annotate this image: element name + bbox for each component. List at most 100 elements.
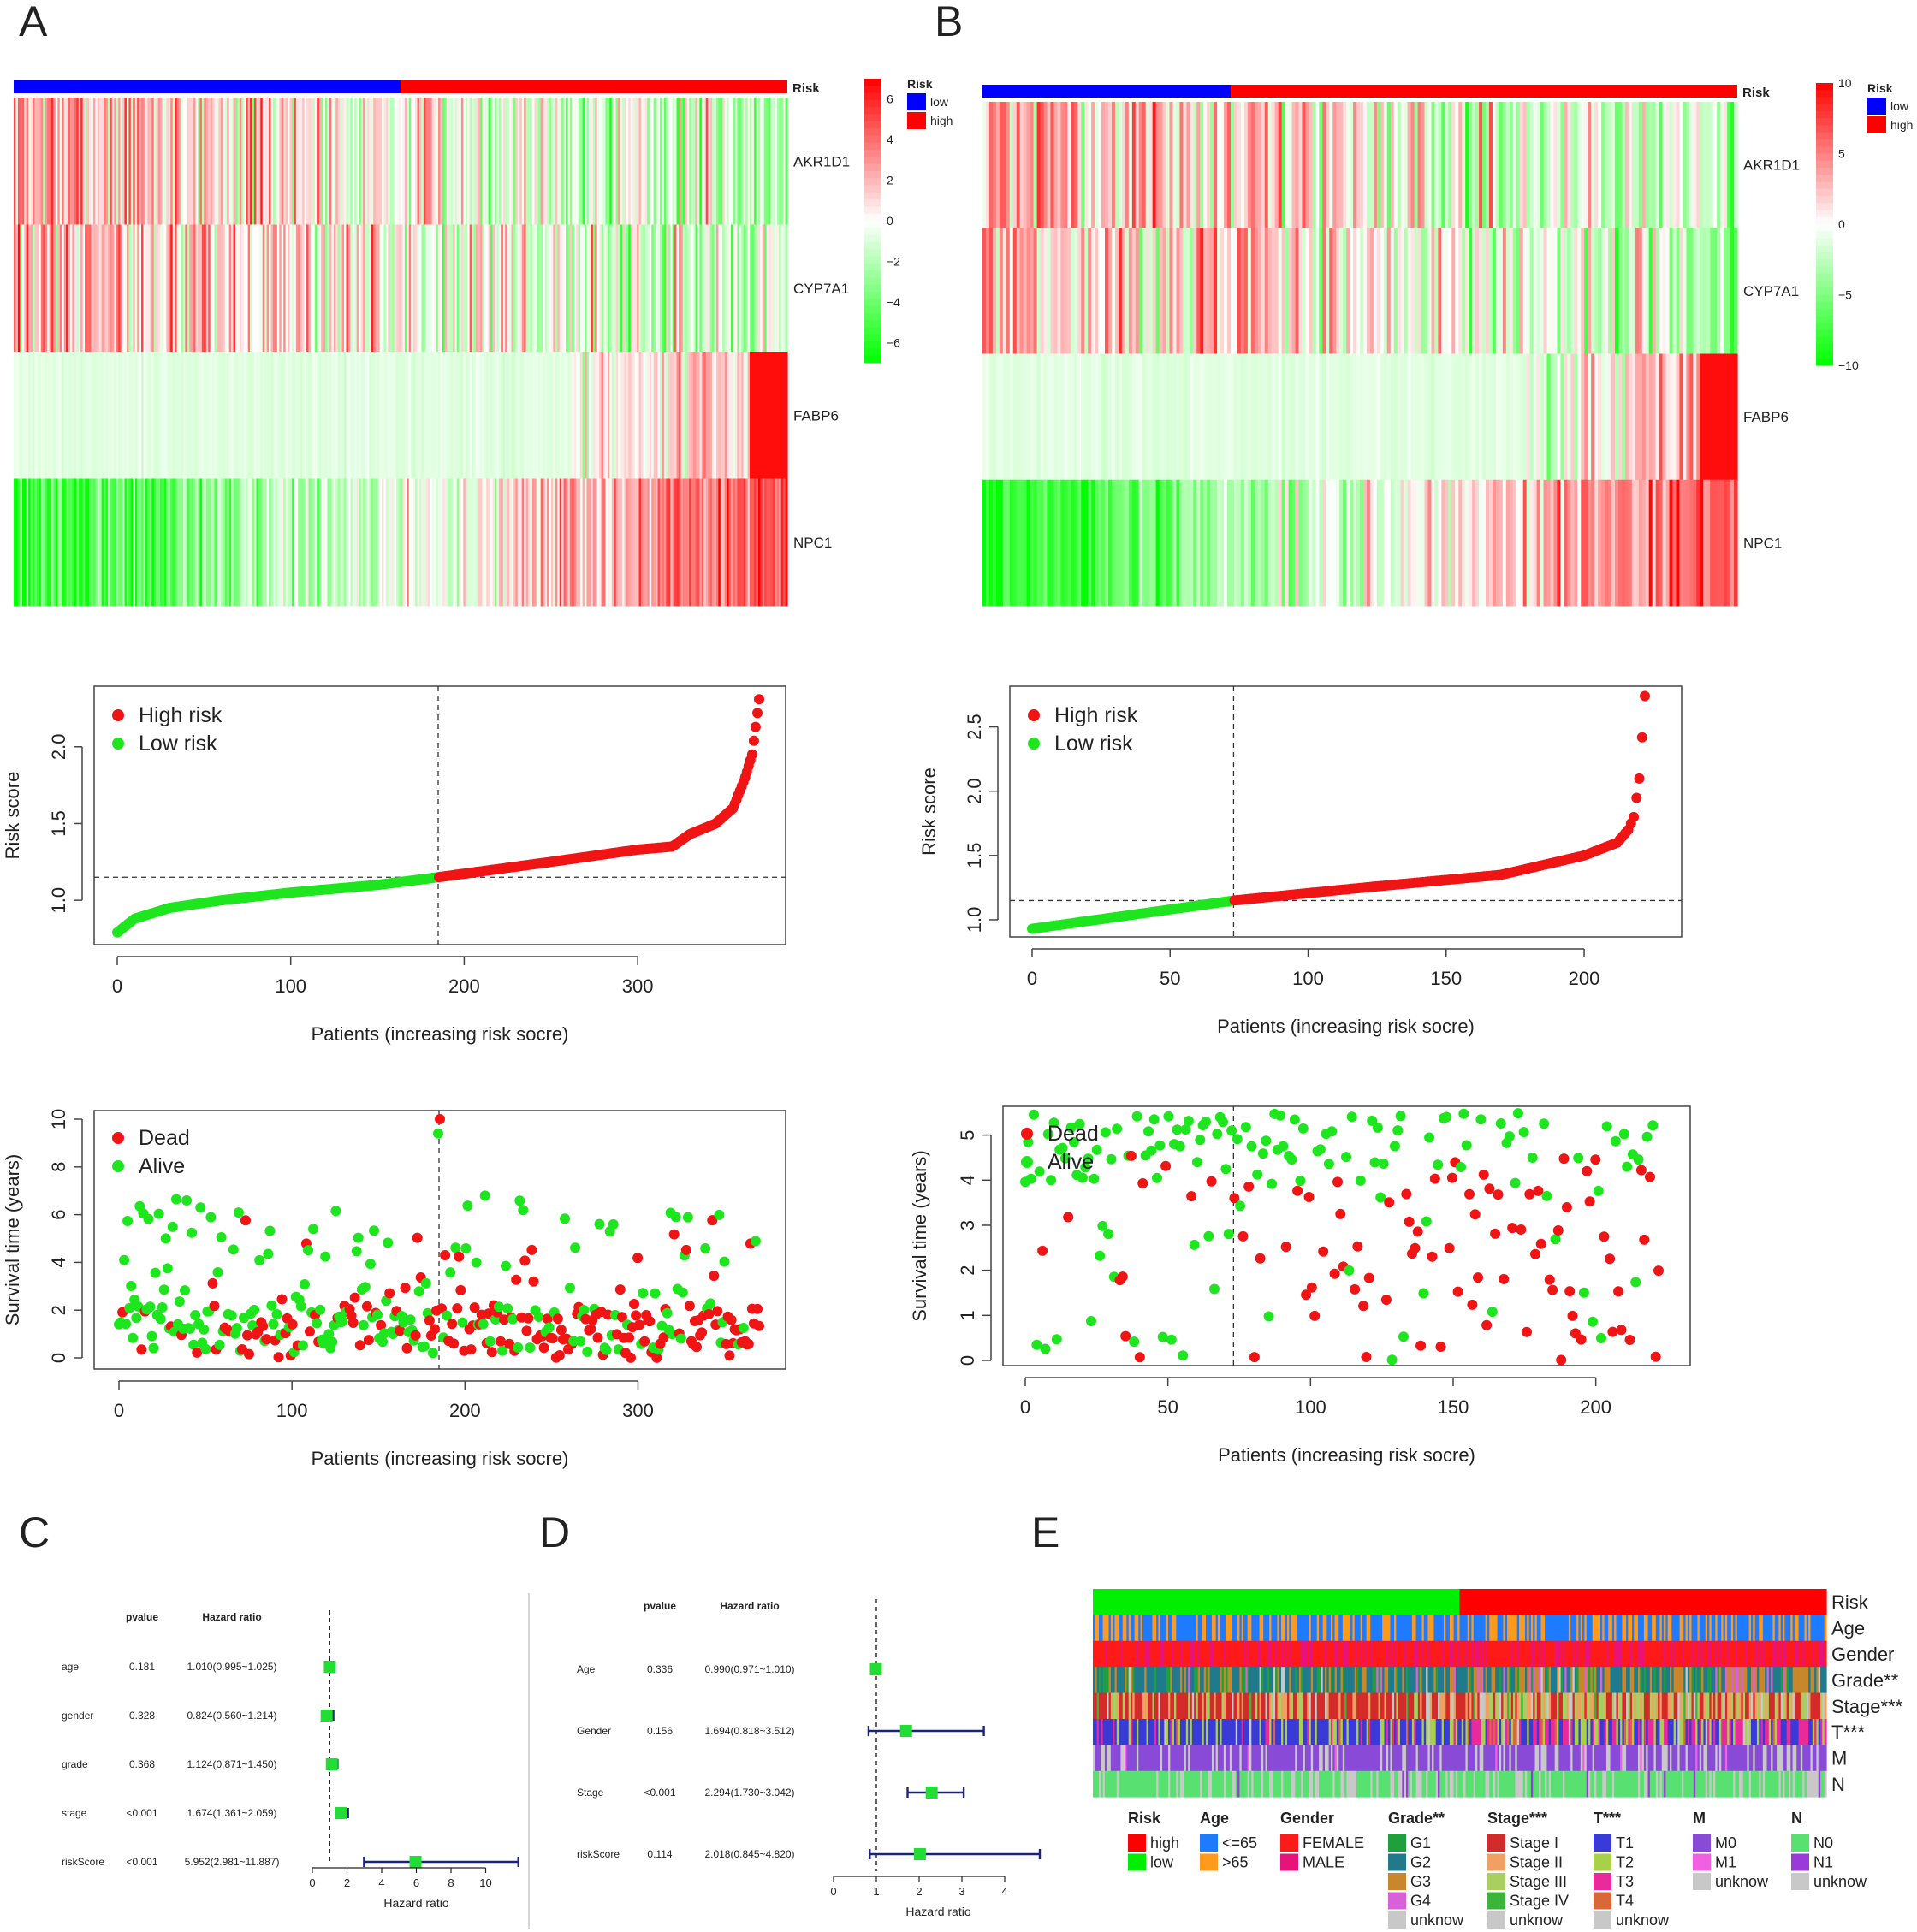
heatmap-cell [1621,102,1626,228]
heatmap-cell [1360,228,1364,354]
heatmap-cell [1455,479,1459,607]
heatmap-cell [780,352,784,479]
annotation-cell [1398,1640,1401,1668]
heatmap-cell [402,98,406,225]
heatmap-cell [596,478,600,607]
annotation-cell [1138,1615,1142,1642]
y-tick-label: 1.5 [48,810,69,837]
heatmap-cell [550,98,554,225]
annotation-cell [1730,1589,1734,1615]
annotation-cell [1459,1640,1463,1668]
annotation-cell [1421,1640,1425,1668]
heatmap-cell [1546,228,1552,354]
annotation-cell [1257,1640,1261,1668]
heatmap-cell [333,478,336,607]
heatmap-cell [1598,228,1602,354]
annotation-cell [1271,1615,1274,1642]
heatmap-cell [147,98,151,225]
heatmap-cell [1071,479,1075,607]
heatmap-cell [1696,353,1700,481]
heatmap-cell [360,98,364,225]
heatmap-cell [620,98,623,225]
annotation-cell [1255,1615,1258,1642]
annotation-cell [1463,1615,1467,1642]
heatmap-cell [446,98,449,225]
annotation-cell [1528,1640,1532,1668]
annotation-cell [1119,1589,1122,1615]
heatmap-cell [1016,353,1021,481]
heatmap-cell [1421,102,1426,228]
heatmap-cell [599,352,602,479]
annotation-cell [1402,1615,1405,1642]
annotation-cell [1190,1589,1193,1615]
annotation-cell [1455,1589,1458,1615]
heatmap-cell [672,98,675,225]
dead-point [1037,1245,1048,1256]
annotation-cell [1110,1589,1113,1615]
annotation-cell [1717,1589,1720,1615]
heatmap-cell [149,352,152,479]
heatmap-cell [264,98,268,225]
heatmap-cell [534,352,537,479]
heatmap-cell [1274,353,1279,481]
heatmap-cell [1611,479,1616,607]
heatmap-cell [92,478,96,607]
heatmap-cell [722,478,726,607]
annotation-cell [1386,1640,1389,1668]
heatmap-cell [715,478,719,607]
alive-point [199,1324,210,1335]
annotation-cell [1765,1589,1768,1615]
heatmap-cell [101,98,104,225]
heatmap-cell [375,478,378,607]
annotation-cell [1465,1589,1469,1615]
heatmap-cell [187,352,190,479]
annotation-cell [1649,1640,1653,1668]
heatmap-cell [231,478,234,607]
heatmap-cell [1193,479,1197,607]
annotation-cell [1352,1589,1356,1615]
alive-point [418,1341,430,1352]
heatmap-cell [1717,479,1721,607]
heatmap-cell [1488,102,1493,228]
heatmap-cell [656,98,659,225]
annotation-cell [1594,1615,1597,1642]
heatmap-cell [205,224,209,353]
heatmap-cell [559,352,562,479]
alive-point [1154,1140,1166,1151]
annotation-cell [1471,1640,1475,1668]
heatmap-cell [1274,228,1279,354]
heatmap-cell [201,478,205,607]
heatmap-cell [411,98,414,225]
annotation-cell [1570,1615,1574,1642]
heatmap-cell [714,224,717,353]
alive-point [442,1310,453,1321]
heatmap-cell [168,478,171,607]
annotation-cell [1162,1640,1165,1668]
heatmap-cell [162,478,165,607]
heatmap-cell [525,98,529,225]
heatmap-cell [1404,228,1409,354]
heatmap-cell [234,478,239,607]
dead-point [1650,1351,1661,1362]
heatmap-cell [20,352,23,479]
heatmap-cell [1560,479,1564,607]
heatmap-cell [585,478,588,607]
annotation-cell [1223,1640,1226,1668]
y-tick-label: 2.0 [964,778,985,804]
annotation-cell [1507,1615,1510,1642]
heatmap-cell [285,224,288,353]
heatmap-cell [1438,479,1442,607]
annotation-cell [1501,1615,1505,1642]
heatmap-cell [101,224,104,353]
alive-point [353,1232,364,1243]
annotation-cell [1665,1640,1669,1668]
heatmap-cell [651,98,655,225]
annotation-cell [1376,1589,1380,1615]
heatmap-cell [674,98,678,225]
annotation-cell [1671,1589,1675,1615]
annotation-cell [1467,1589,1470,1615]
alive-point [1031,1339,1042,1350]
colorbar-segment [1816,104,1833,112]
heatmap-cell [1700,228,1704,354]
